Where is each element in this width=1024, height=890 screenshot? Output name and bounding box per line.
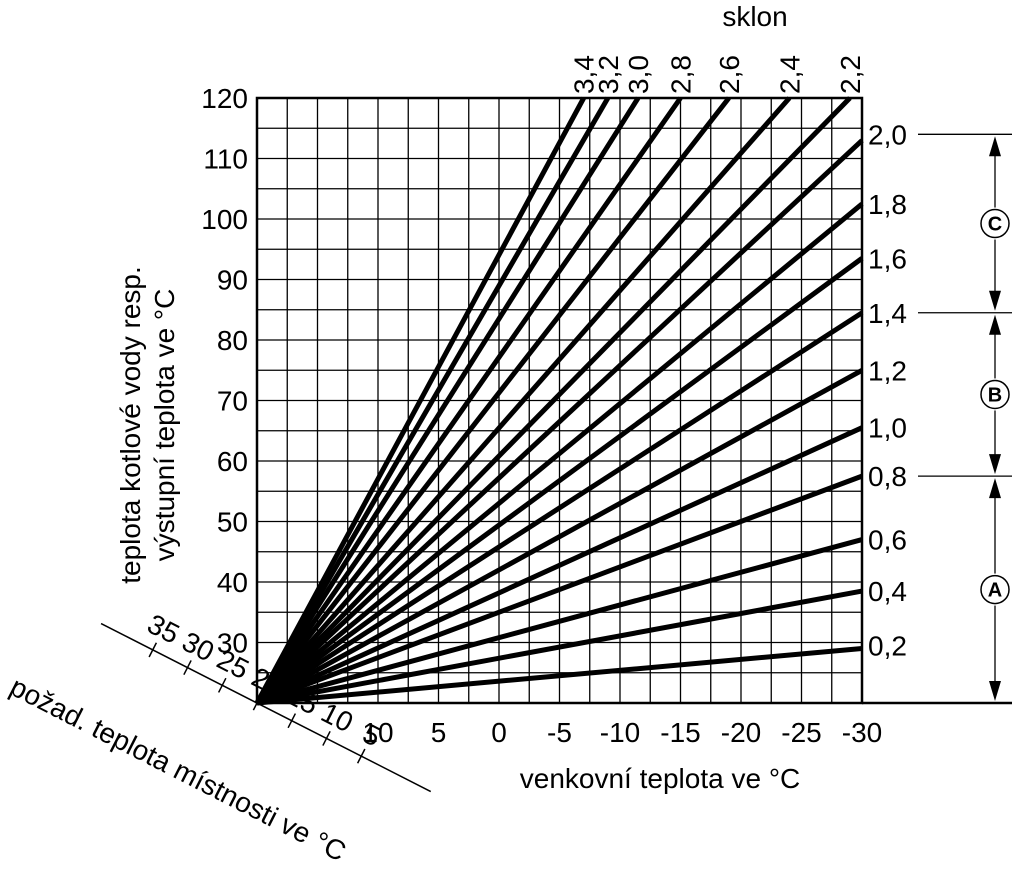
zone-arrowhead-up <box>989 314 1001 335</box>
heating-curve <box>255 368 864 706</box>
x-axis-title: venkovní teplota ve °C <box>520 763 800 794</box>
y-tick-label: 50 <box>217 507 248 538</box>
slope-label-top: 3,2 <box>593 55 624 94</box>
zone-circle <box>980 379 1010 410</box>
slope-label-right: 1,0 <box>868 413 907 444</box>
zone-arrowhead-up <box>989 136 1001 157</box>
slope-label-right: 1,6 <box>868 243 907 274</box>
x-tick-label: 10 <box>362 717 393 748</box>
zone-circle <box>980 208 1010 239</box>
zone-circle <box>980 574 1010 605</box>
heating-curve <box>254 96 641 705</box>
y-axis-title: teplota kotlové vody resp. výstupní tepl… <box>115 266 180 584</box>
x-tick-label: -25 <box>781 717 821 748</box>
y-tick-label: 70 <box>217 386 248 417</box>
zone-arrowhead-up <box>989 478 1001 499</box>
slope-labels: 2,0 1,8 1,6 1,4 1,2 1,0 0,8 0,6 0,4 0,2 3,43,2 3,0 2… <box>569 55 907 661</box>
slope-label-right: 2,0 <box>868 119 907 150</box>
heating-curve <box>256 537 863 706</box>
slope-label-top: 3,4 <box>569 55 600 94</box>
slope-label-right: 0,6 <box>868 525 907 556</box>
y-tick-label: 40 <box>217 567 248 598</box>
heating-curve <box>256 473 863 706</box>
slope-label-right: 1,8 <box>868 189 907 220</box>
y-tick-label: 30 <box>217 628 248 659</box>
plot-frame <box>255 96 1012 705</box>
heating-curve <box>256 588 863 706</box>
heating-curve <box>254 96 611 705</box>
y-tick-label: 100 <box>201 204 248 235</box>
zone-arrowhead-down <box>989 290 1001 311</box>
slope-label-top: 2,4 <box>774 55 805 94</box>
room-axis-tick <box>217 677 227 693</box>
heating-curve <box>256 646 863 706</box>
heating-curve <box>255 96 731 705</box>
heating-curve <box>255 310 864 706</box>
room-axis-tick <box>322 730 331 746</box>
x-tick-label: -5 <box>547 717 572 748</box>
x-tick-label: -30 <box>842 717 882 748</box>
x-tick-label: 0 <box>491 717 507 748</box>
zone-arrowhead-down <box>989 454 1001 475</box>
slope-label-right: 1,4 <box>868 298 907 329</box>
room-tick-label: 35 <box>143 608 185 650</box>
zone-label: C <box>988 214 1002 236</box>
heating-curve <box>255 425 864 706</box>
slope-label-right: 0,8 <box>868 461 907 492</box>
slope-label-right: 1,2 <box>868 355 907 386</box>
x-tick-label: -15 <box>660 717 700 748</box>
room-tick-label: 30 <box>177 626 219 668</box>
room-axis-tick <box>252 695 262 711</box>
x-tick-label: 5 <box>431 717 447 748</box>
zone-arrowhead-down <box>989 681 1001 701</box>
heating-curve <box>255 256 864 706</box>
slope-label-top: 3,0 <box>623 55 654 94</box>
slope-label-top: 2,2 <box>835 55 866 94</box>
zone-label: A <box>988 580 1002 602</box>
room-axis-tick <box>183 660 192 676</box>
heating-curve <box>254 96 683 705</box>
room-axis-tick <box>287 713 297 729</box>
zone-indicators: C B A <box>918 133 1012 701</box>
slope-label-top: 2,6 <box>714 55 745 94</box>
room-axis-tick <box>356 748 366 764</box>
slope-label-right: 0,2 <box>868 631 907 662</box>
heating-curve <box>255 138 864 705</box>
x-tick-labels: 10 5 0 -5 -10 -15 -20 -25 -30 <box>362 717 882 748</box>
y-axis-title-line1: teplota kotlové vody resp. <box>115 266 146 584</box>
y-tick-label: 80 <box>217 325 248 356</box>
heating-curves <box>254 96 864 706</box>
plot-border <box>255 96 864 705</box>
x-tick-label: -10 <box>600 717 640 748</box>
zone-label: B <box>988 384 1002 406</box>
y-axis-title-line2: výstupní teplota ve °C <box>149 289 180 562</box>
y-tick-label: 120 <box>201 83 248 114</box>
y-tick-label: 90 <box>217 265 248 296</box>
room-axis-tick <box>148 642 158 658</box>
y-tick-label: 60 <box>217 446 248 477</box>
slope-header: sklon <box>722 1 787 32</box>
room-axis-line <box>100 622 432 793</box>
heating-curve <box>255 201 864 705</box>
slope-label-top: 2,8 <box>666 55 697 94</box>
x-tick-label: -20 <box>721 717 761 748</box>
heating-curve <box>255 96 792 705</box>
heating-curve <box>254 96 586 705</box>
slope-label-right: 0,4 <box>868 576 907 607</box>
y-tick-label: 110 <box>203 144 248 175</box>
y-tick-labels: 30 40 50 60 70 80 90 100 110 120 <box>201 83 248 659</box>
heating-curve <box>255 96 852 705</box>
